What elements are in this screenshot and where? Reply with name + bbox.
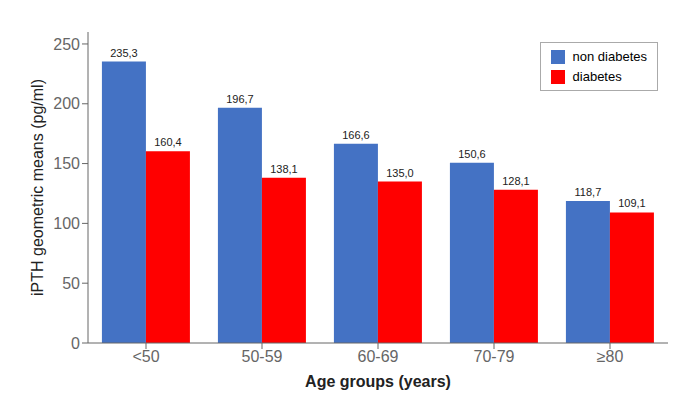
svg-text:166,6: 166,6 xyxy=(342,129,370,141)
svg-text:150,6: 150,6 xyxy=(458,148,486,160)
svg-text:196,7: 196,7 xyxy=(226,93,254,105)
svg-text:138,1: 138,1 xyxy=(270,163,298,175)
html-text:diabetes: diabetes xyxy=(572,69,622,84)
svg-text:50-59: 50-59 xyxy=(242,348,283,365)
svg-text:60-69: 60-69 xyxy=(358,348,399,365)
svg-text:50: 50 xyxy=(62,275,80,292)
svg-text:100: 100 xyxy=(53,215,80,232)
svg-text:118,7: 118,7 xyxy=(575,186,602,198)
svg-text:iPTH geometric means (pg/ml): iPTH geometric means (pg/ml) xyxy=(29,79,46,296)
svg-text:≥80: ≥80 xyxy=(597,348,624,365)
svg-text:250: 250 xyxy=(53,36,80,53)
svg-text:200: 200 xyxy=(53,95,80,112)
svg-text:109,1: 109,1 xyxy=(618,197,646,209)
svg-text:70-79: 70-79 xyxy=(474,348,515,365)
svg-text:Age groups (years): Age groups (years) xyxy=(305,373,451,390)
html-text:non diabetes: non diabetes xyxy=(572,49,647,64)
svg-text:150: 150 xyxy=(53,155,80,172)
svg-text:235,3: 235,3 xyxy=(110,47,138,59)
svg-text:135,0: 135,0 xyxy=(386,167,414,179)
svg-text:0: 0 xyxy=(71,335,80,352)
svg-text:<50: <50 xyxy=(132,348,159,365)
svg-text:160,4: 160,4 xyxy=(154,136,182,148)
svg-text:128,1: 128,1 xyxy=(502,175,530,187)
